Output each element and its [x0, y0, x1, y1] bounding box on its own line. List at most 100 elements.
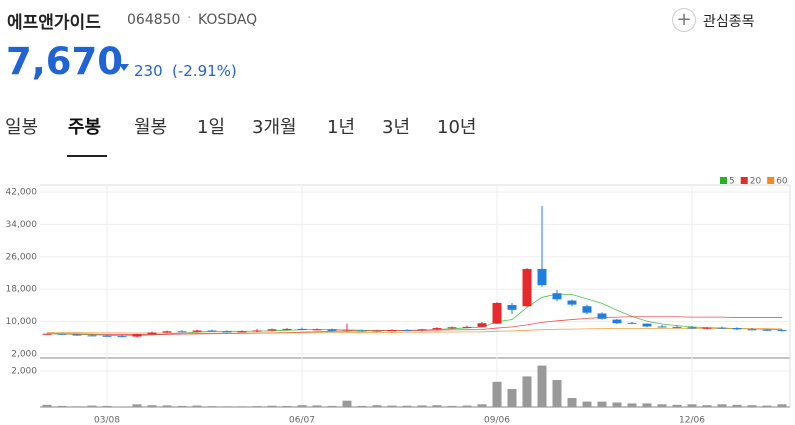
candle-body [117, 336, 127, 338]
y-tick-label: 42,000 [6, 188, 38, 198]
volume-bar [357, 405, 367, 407]
candle-body [282, 328, 292, 330]
candle-body [582, 306, 592, 313]
volume-bar [687, 404, 697, 407]
candle-body [492, 302, 502, 324]
candle-body [537, 268, 547, 286]
candle-body [522, 268, 532, 307]
volume-bar [327, 405, 337, 407]
candle-body [162, 331, 172, 333]
volume-bar [747, 405, 757, 407]
ma-line [47, 316, 782, 335]
market: KOSDAQ [198, 12, 258, 28]
candle-body [627, 322, 637, 324]
candle-body [762, 329, 772, 331]
candle-body [72, 334, 82, 336]
candle-body [327, 329, 337, 331]
volume-bar [552, 380, 562, 407]
candle-body [567, 300, 577, 305]
candle-body [132, 334, 142, 337]
volume-bar [117, 406, 127, 407]
volume-bar [597, 401, 607, 407]
watch-icon[interactable]: + [672, 8, 696, 32]
x-tick-label: 12/06 [679, 416, 705, 425]
tab[interactable]: 3개월 [252, 117, 297, 138]
x-tick-label: 06/07 [289, 416, 315, 425]
volume-bar [762, 405, 772, 407]
candle-body [147, 332, 157, 335]
legend-label: 60 [776, 177, 788, 187]
stock-code: 064850 [127, 12, 181, 28]
candle-body [747, 329, 757, 331]
volume-bar [777, 404, 787, 407]
legend-swatch [720, 177, 727, 184]
candle-body [462, 326, 472, 328]
candle-body [687, 327, 697, 329]
tab[interactable]: 10년 [437, 117, 477, 138]
y-tick-label: 26,000 [6, 252, 38, 262]
price: 7,670 [6, 40, 124, 83]
volume-bar [462, 405, 472, 407]
volume-bar [627, 403, 637, 407]
candle-body [87, 335, 97, 337]
volume-bar [162, 405, 172, 407]
legend-label: 20 [750, 177, 762, 187]
candle-body [252, 330, 262, 332]
y-tick-label: 10,000 [6, 317, 38, 327]
y-tick-label: 18,000 [6, 285, 38, 295]
volume-bar [252, 406, 262, 407]
volume-bar [387, 405, 397, 407]
candle-body [477, 323, 487, 327]
candle-body [207, 330, 217, 332]
candle-body [702, 327, 712, 329]
ma-line [46, 293, 783, 337]
watch-button[interactable]: 관심종목 [703, 14, 755, 30]
candle-body [372, 330, 382, 332]
volume-bar [582, 401, 592, 407]
volume-bar [207, 406, 217, 407]
candle-body [222, 331, 232, 333]
tab[interactable]: 1년 [327, 117, 356, 138]
tab[interactable]: 주봉 [68, 117, 102, 138]
separator-dot: · [187, 10, 192, 26]
volume-bar [147, 405, 157, 407]
candle-body [717, 327, 727, 329]
volume-bar [57, 405, 67, 407]
volume-bar [447, 405, 457, 407]
tab[interactable]: 3년 [382, 117, 411, 138]
candle-body [642, 323, 652, 327]
candle-body [432, 328, 442, 330]
down-arrow [119, 64, 129, 71]
volume-bar [267, 405, 277, 407]
volume-bar [132, 404, 142, 407]
candle-body [42, 333, 52, 335]
volume-bar [342, 400, 352, 407]
volume-bar [192, 405, 202, 407]
volume-bar [642, 403, 652, 407]
candle-body [192, 330, 202, 332]
y-tick-label: 2,000 [11, 350, 37, 360]
tab[interactable]: 1일 [197, 117, 226, 138]
volume-bar [507, 389, 517, 407]
volume-bar [522, 376, 532, 407]
volume-bar [717, 404, 727, 407]
x-tick-label: 09/06 [484, 416, 510, 425]
tab[interactable]: 일봉 [5, 117, 39, 138]
y-tick-label: 34,000 [6, 220, 38, 230]
volume-bar [312, 405, 322, 407]
volume-bar [567, 398, 577, 407]
candle-body [57, 333, 67, 335]
volume-bar [282, 405, 292, 407]
volume-bar [612, 402, 622, 407]
candle-body [597, 313, 607, 319]
tab[interactable]: 월봉 [134, 117, 168, 138]
candle-body [777, 330, 787, 332]
candle-body [672, 326, 682, 328]
legend-swatch [767, 177, 775, 184]
volume-bar [702, 405, 712, 407]
change-pct: (-2.91%) [172, 62, 237, 80]
volume-bar [732, 404, 742, 407]
volume-bar [492, 381, 502, 407]
